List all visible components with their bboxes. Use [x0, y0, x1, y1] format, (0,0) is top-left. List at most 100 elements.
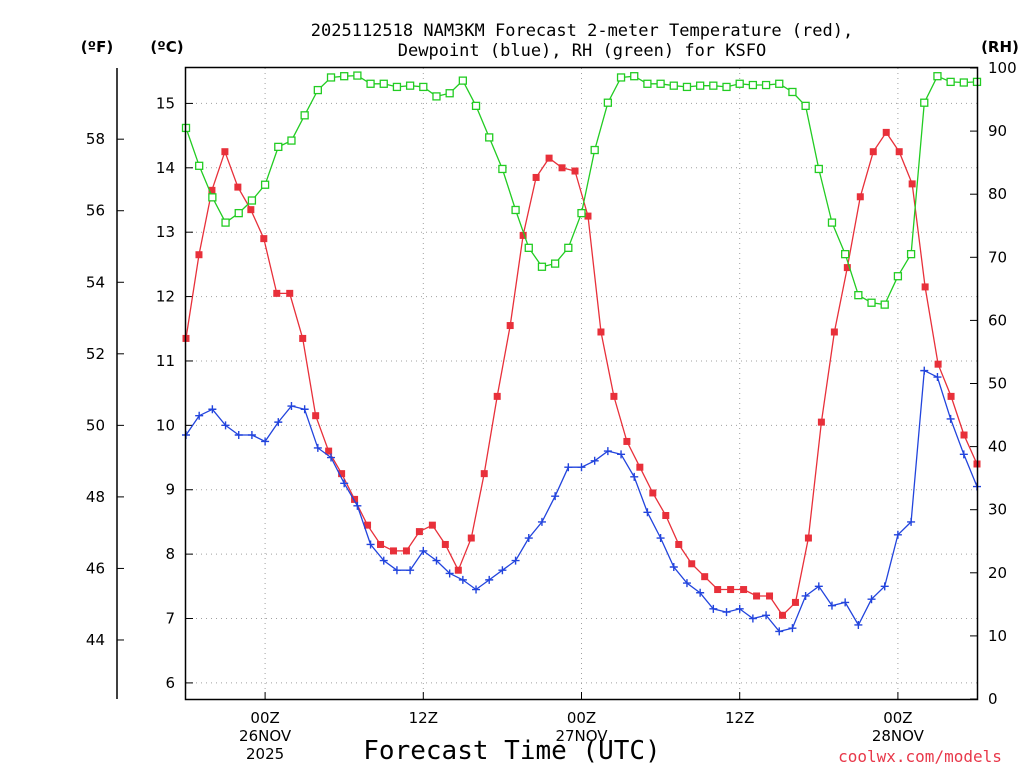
- fahrenheit-tick-label: 52: [86, 345, 105, 363]
- x-axis-title: Forecast Time (UTC): [363, 736, 660, 766]
- 2-meter-temperature-point: [727, 586, 735, 594]
- dewpoint-point: [696, 588, 705, 597]
- 2-meter-temperature-point: [817, 418, 825, 426]
- dewpoint-point: [392, 566, 401, 575]
- rh-point: [709, 81, 718, 90]
- rh-point: [221, 218, 230, 227]
- fahrenheit-tick-label: 46: [86, 559, 105, 577]
- 2-meter-temperature-point: [675, 540, 683, 548]
- 2-meter-temperature-point: [934, 360, 942, 368]
- dewpoint-point: [907, 517, 916, 526]
- 2-meter-temperature-point: [753, 592, 761, 600]
- rh-tick-label: 60: [988, 311, 1007, 329]
- rh-point: [537, 262, 547, 271]
- celsius-tick-label: 14: [156, 159, 175, 177]
- celsius-tick-label: 13: [156, 223, 175, 241]
- dewpoint-point: [920, 366, 929, 375]
- 2-meter-temperature-point: [895, 148, 903, 156]
- 2-meter-temperature-point: [843, 264, 851, 272]
- rh-point: [471, 101, 481, 111]
- 2-meter-temperature-point: [558, 164, 566, 172]
- 2-meter-temperature-point: [636, 463, 644, 471]
- rh-point: [814, 164, 823, 174]
- rh-point: [340, 72, 349, 81]
- 2-meter-temperature-point: [221, 148, 229, 156]
- rh-point: [260, 180, 270, 189]
- rh-point: [274, 142, 283, 152]
- rh-point: [564, 243, 573, 252]
- rh-point: [761, 80, 771, 90]
- 2-meter-temperature-point: [571, 167, 579, 175]
- dewpoint-point: [379, 556, 388, 565]
- dewpoint-point: [247, 431, 256, 440]
- dewpoint-point: [643, 508, 652, 517]
- time-tick-label: 00Z: [567, 709, 596, 727]
- 2-meter-temperature-point: [740, 586, 748, 594]
- dewpoint-point: [946, 414, 955, 423]
- dewpoint-point: [551, 492, 560, 501]
- rh-tick-label: 70: [988, 248, 1007, 266]
- chart-title-line2: Dewpoint (blue), RH (green) for KSFO: [398, 41, 766, 61]
- rh-point: [603, 98, 613, 107]
- 2-meter-temperature-point: [532, 173, 540, 181]
- 2-meter-temperature-point: [662, 511, 670, 519]
- rh-point: [366, 79, 375, 88]
- dewpoint-point: [406, 566, 415, 575]
- 2-meter-temperature-point: [247, 206, 255, 214]
- 2-meter-temperature-point: [960, 431, 968, 439]
- dewpoint-point: [656, 534, 665, 543]
- rh-tick-label: 90: [988, 122, 1007, 140]
- rh-point: [946, 77, 955, 87]
- dewpoint-point: [234, 431, 243, 440]
- dewpoint-point: [669, 563, 678, 572]
- 2-meter-temperature-point: [947, 392, 955, 400]
- 2-meter-temperature-point: [519, 231, 527, 239]
- dewpoint-point: [577, 463, 586, 472]
- dewpoint-point: [353, 501, 362, 510]
- rh-point: [432, 92, 441, 101]
- rh-point: [959, 78, 968, 87]
- rh-point: [643, 79, 652, 88]
- 2-meter-temperature-point: [714, 586, 722, 594]
- dewpoint-point: [814, 582, 823, 591]
- rh-point: [419, 82, 428, 92]
- 2-meter-temperature-point: [234, 183, 242, 191]
- celsius-tick-label: 10: [156, 416, 175, 434]
- rh-point: [485, 133, 494, 142]
- time-tick-label: 12Z: [409, 709, 438, 727]
- 2-meter-temperature-point: [882, 128, 890, 136]
- 2-meter-temperature-point: [377, 540, 385, 548]
- 2-meter-temperature-point: [701, 573, 709, 581]
- celsius-unit-label: (ºC): [150, 38, 183, 56]
- rh-point: [458, 76, 468, 85]
- rh-point: [801, 101, 810, 111]
- celsius-tick-label: 11: [156, 352, 175, 370]
- credit-label: coolwx.com/models: [838, 747, 1002, 766]
- rh-point: [524, 243, 533, 252]
- plot-frame: [184, 66, 979, 701]
- rh-point: [616, 73, 626, 82]
- dewpoint-point: [537, 517, 546, 526]
- fahrenheit-tick-label: 54: [86, 273, 105, 291]
- dewpoint-point: [880, 582, 889, 591]
- rh-point: [379, 79, 388, 88]
- rh-point: [353, 71, 362, 80]
- dewpoint-point: [959, 450, 968, 459]
- rh-point: [696, 81, 705, 90]
- celsius-axis: 6 7 8 9 10 11 12 13 14 15: [156, 94, 193, 692]
- 2-meter-temperature-point: [766, 592, 774, 600]
- time-tick-label: 27NOV: [555, 727, 608, 745]
- 2-meter-temperature-point: [804, 534, 812, 542]
- dewpoint-point: [432, 556, 441, 565]
- rh-point: [511, 205, 520, 215]
- celsius-tick-label: 6: [165, 674, 175, 692]
- dewpoint-point: [762, 611, 771, 620]
- rh-tick-label: 10: [988, 627, 1007, 645]
- 2-meter-temperature-point: [921, 283, 929, 291]
- dewpoint-point: [498, 566, 507, 575]
- 2-meter-temperature-point: [688, 560, 696, 568]
- dewpoint-point: [564, 463, 573, 472]
- fahrenheit-tick-label: 56: [86, 202, 105, 220]
- dewpoint-point: [827, 601, 836, 610]
